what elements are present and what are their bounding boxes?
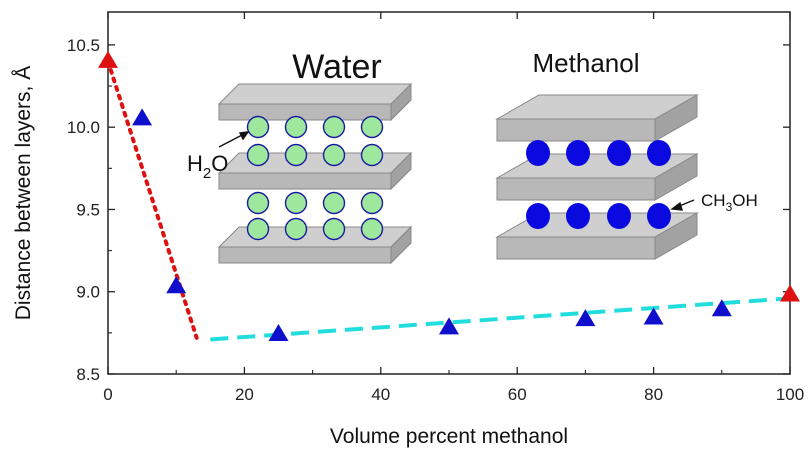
data-point-blue (711, 299, 732, 317)
methanol-arrow (670, 199, 695, 211)
y-axis-label: Distance between layers, Å (12, 66, 35, 320)
methanol-molecule-icon (566, 203, 590, 229)
trend-line-dotted (108, 59, 199, 340)
water-molecule-icon (284, 115, 308, 139)
methanol-molecule-label-ch: CH (701, 191, 726, 210)
methanol-molecule-label-oh: OH (732, 191, 758, 210)
layer-side (390, 225, 412, 265)
water-molecule-icon (284, 143, 308, 167)
water-molecule-icon (360, 217, 384, 241)
data-point-blue (268, 323, 289, 341)
methanol-molecule-icon (647, 203, 671, 229)
layer-side (654, 153, 698, 201)
layer-side (390, 82, 412, 122)
layer-side (654, 94, 698, 142)
y-tick-label: 10.0 (67, 118, 100, 137)
data-point-blue (439, 317, 459, 335)
methanol-title: Methanol (533, 48, 640, 78)
water-molecule-icon (322, 115, 346, 139)
water-molecule-icon (322, 217, 346, 241)
data-point-red (780, 284, 800, 302)
water-molecule-icon (284, 191, 308, 215)
x-tick-label: 20 (235, 385, 254, 404)
layer-top (217, 83, 413, 105)
water-molecule-icon (246, 143, 270, 167)
methanol-molecule-icon (526, 203, 550, 229)
water-molecule-icon (322, 191, 346, 215)
data-point-blue (132, 108, 153, 126)
layer-front (218, 246, 392, 264)
methanol-molecule-label-sub: 3 (726, 200, 733, 214)
water-molecule-label-h: H (187, 151, 203, 176)
tick-labels: 0 20 40 60 80 100 8.5 9.0 9.5 10.0 10.5 (67, 36, 804, 404)
methanol-molecule-icon (526, 140, 550, 166)
layer-side (390, 151, 412, 191)
data-point-red (98, 50, 118, 68)
x-tick-label: 80 (644, 385, 663, 404)
water-inset (217, 82, 413, 265)
water-molecule-label-o: O (211, 151, 228, 176)
water-molecule-icon (360, 115, 384, 139)
water-title: Water (292, 48, 381, 86)
y-tick-label: 9.5 (76, 200, 100, 219)
methanol-molecule-icon (647, 140, 671, 166)
water-molecule-icon (360, 143, 384, 167)
methanol-molecule-icon (566, 140, 590, 166)
data-markers (98, 50, 800, 341)
methanol-molecule-label: CH3OH (701, 191, 758, 214)
water-molecule-icon (246, 217, 270, 241)
water-molecule-icon (284, 217, 308, 241)
water-arrow (218, 131, 250, 148)
methanol-molecule-icon (607, 140, 631, 166)
water-molecule-icon (322, 143, 346, 167)
x-tick-label: 0 (103, 385, 112, 404)
layer-front (218, 103, 392, 121)
x-tick-label: 40 (371, 385, 390, 404)
water-molecule-icon (246, 115, 270, 139)
x-tick-label: 60 (508, 385, 527, 404)
layer-front (218, 172, 392, 190)
layer-front (496, 118, 656, 142)
x-axis-label: Volume percent methanol (330, 425, 568, 448)
methanol-inset (495, 94, 699, 260)
x-tick-label: 100 (776, 385, 804, 404)
water-molecule-label: H2O (187, 151, 228, 182)
y-tick-label: 9.0 (76, 283, 100, 302)
data-point-blue (643, 307, 664, 325)
water-molecule-icon (246, 191, 270, 215)
water-molecule-icon (360, 191, 384, 215)
water-molecule-label-sub: 2 (203, 165, 211, 182)
methanol-molecule-icon (607, 203, 631, 229)
layer-front (496, 236, 656, 260)
y-tick-label: 8.5 (76, 365, 100, 384)
data-point-blue (166, 276, 187, 294)
trend-line-dashed (210, 296, 790, 342)
layer-front (496, 177, 656, 201)
layer-side (654, 212, 698, 260)
data-point-blue (575, 309, 596, 327)
y-tick-label: 10.5 (67, 36, 100, 55)
